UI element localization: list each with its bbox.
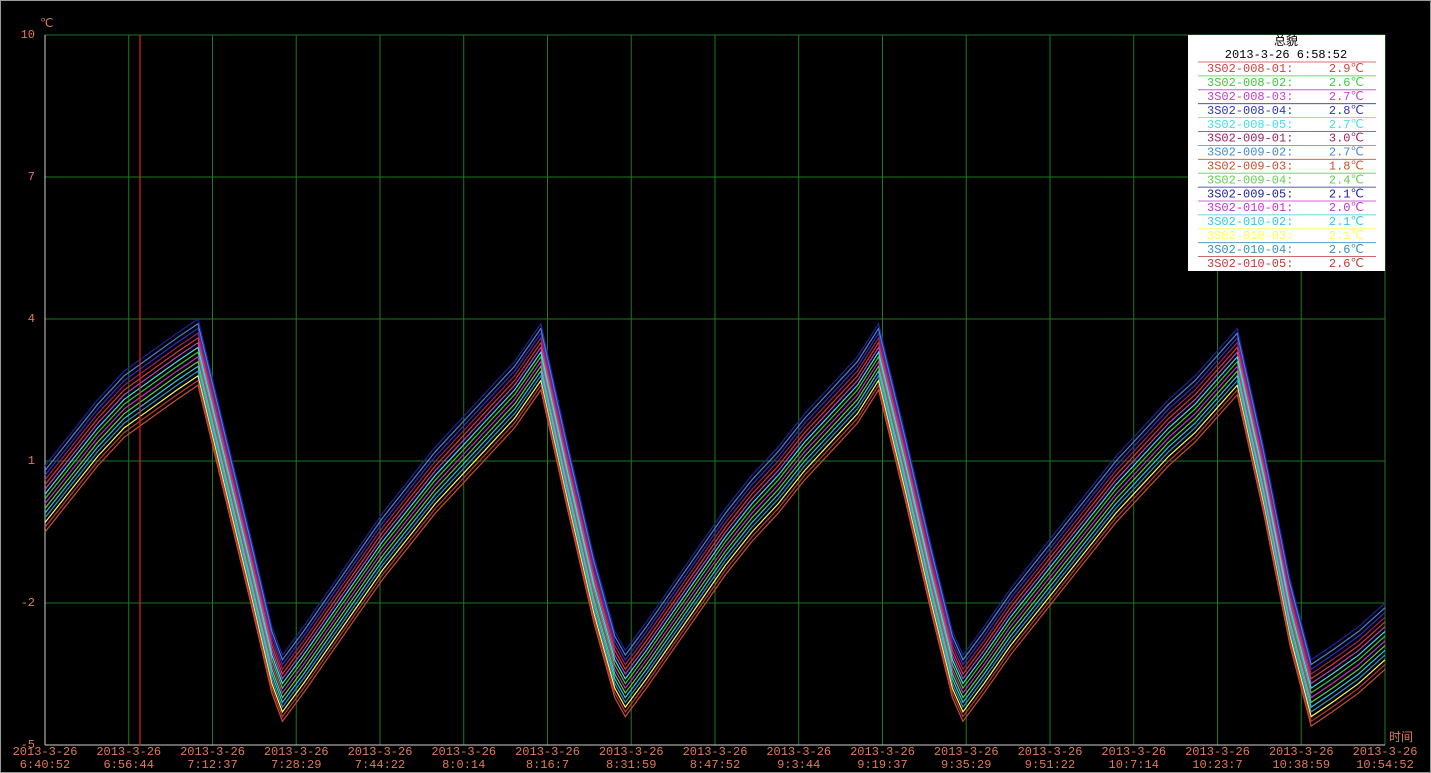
y-tick-label: 10 xyxy=(21,28,35,42)
series-line xyxy=(44,355,1386,699)
legend-value: 2.9℃ xyxy=(1329,62,1364,76)
series-line xyxy=(44,384,1386,728)
legend-value: 2.0℃ xyxy=(1329,201,1364,215)
legend-name: 3S02-010-05: xyxy=(1207,257,1293,271)
x-tick-date: 2013-3-26 xyxy=(766,745,831,759)
x-tick-date: 2013-3-26 xyxy=(850,745,915,759)
y-tick-label: 1 xyxy=(28,454,35,468)
x-tick-date: 2013-3-26 xyxy=(683,745,748,759)
series-line xyxy=(44,351,1386,694)
x-tick-date: 2013-3-26 xyxy=(13,745,78,759)
y-tick-label: -2 xyxy=(21,596,35,610)
x-tick-date: 2013-3-26 xyxy=(264,745,329,759)
x-tick-label: 8:0:14 xyxy=(442,758,485,772)
legend: 总貌 2013-3-26 6:58:52 3S02-008-01: 2.9℃ 3S0… xyxy=(1188,33,1385,271)
legend-name: 3S02-009-01: xyxy=(1207,132,1293,146)
legend-value: 2.6℃ xyxy=(1329,76,1364,90)
y-unit: ℃ xyxy=(40,17,53,31)
y-tick-label: 4 xyxy=(28,312,35,326)
legend-name: 3S02-009-05: xyxy=(1207,187,1293,201)
legend-value: 2.6℃ xyxy=(1329,257,1364,271)
x-tick-label: 8:31:59 xyxy=(606,758,656,772)
legend-name: 3S02-008-05: xyxy=(1207,118,1293,132)
legend-value: 2.8℃ xyxy=(1329,104,1364,118)
legend-value: 2.1℃ xyxy=(1329,187,1364,201)
x-tick-label: 10:38:59 xyxy=(1272,758,1330,772)
series-line xyxy=(44,365,1386,709)
legend-name: 3S02-008-04: xyxy=(1207,104,1293,118)
x-tick-date: 2013-3-26 xyxy=(1353,745,1418,759)
y-tick-label: -5 xyxy=(21,738,35,752)
x-tick-date: 2013-3-26 xyxy=(180,745,245,759)
legend-title: 总貌 xyxy=(1274,33,1298,49)
legend-name: 3S02-010-03: xyxy=(1207,229,1293,243)
series-line xyxy=(44,332,1386,675)
x-tick-date: 2013-3-26 xyxy=(515,745,580,759)
legend-value: 2.7℃ xyxy=(1329,118,1364,132)
series-line xyxy=(44,370,1386,713)
x-tick-label: 7:12:37 xyxy=(187,758,237,772)
x-tick-label: 9:3:44 xyxy=(777,758,820,772)
x-tick-label: 7:28:29 xyxy=(271,758,321,772)
legend-value: 1.8℃ xyxy=(1329,159,1364,173)
legend-name: 3S02-009-04: xyxy=(1207,173,1293,187)
x-tick-date: 2013-3-26 xyxy=(1018,745,1083,759)
series-line xyxy=(44,318,1386,661)
x-tick-date: 2013-3-26 xyxy=(1269,745,1334,759)
legend-value: 2.7℃ xyxy=(1329,146,1364,160)
x-tick-date: 2013-3-26 xyxy=(934,745,999,759)
legend-value: 2.1℃ xyxy=(1329,229,1364,243)
series-line xyxy=(44,360,1386,704)
legend-value: 3.0℃ xyxy=(1329,132,1364,146)
x-tick-date: 2013-3-26 xyxy=(96,745,161,759)
x-tick-label: 10:54:52 xyxy=(1356,758,1414,772)
legend-name: 3S02-008-01: xyxy=(1207,62,1293,76)
legend-value: 2.6℃ xyxy=(1329,243,1364,257)
x-tick-date: 2013-3-26 xyxy=(1185,745,1250,759)
legend-name: 3S02-010-01: xyxy=(1207,201,1293,215)
series-line xyxy=(44,322,1386,666)
x-tick-label: 8:16:7 xyxy=(526,758,569,772)
y-tick-label: 7 xyxy=(28,170,35,184)
legend-value: 2.4℃ xyxy=(1329,173,1364,187)
legend-name: 3S02-009-02: xyxy=(1207,146,1293,160)
series-line xyxy=(44,336,1386,680)
x-tick-label: 8:47:52 xyxy=(690,758,740,772)
series-line xyxy=(44,327,1386,671)
x-tick-label: 6:56:44 xyxy=(104,758,154,772)
x-tick-label: 7:44:22 xyxy=(355,758,405,772)
x-tick-label: 9:51:22 xyxy=(1025,758,1075,772)
x-tick-label: 10:23:7 xyxy=(1192,758,1242,772)
series-line xyxy=(44,374,1386,718)
lines xyxy=(44,35,1386,745)
x-tick-label: 10:7:14 xyxy=(1109,758,1159,772)
x-tick-date: 2013-3-26 xyxy=(348,745,413,759)
series-line xyxy=(44,341,1386,685)
legend-value: 2.7℃ xyxy=(1329,90,1364,104)
legend-name: 3S02-008-03: xyxy=(1207,90,1293,104)
legend-name: 3S02-009-03: xyxy=(1207,159,1293,173)
legend-box xyxy=(1188,35,1385,271)
x-axis-label: 时间 xyxy=(1389,730,1413,745)
x-tick-label: 6:40:52 xyxy=(20,758,70,772)
legend-time: 2013-3-26 6:58:52 xyxy=(1225,48,1347,62)
legend-name: 3S02-008-02: xyxy=(1207,76,1293,90)
series-line xyxy=(44,379,1386,723)
x-tick-date: 2013-3-26 xyxy=(599,745,664,759)
series-line xyxy=(44,346,1386,690)
x-tick-label: 9:19:37 xyxy=(857,758,907,772)
legend-value: 2.1℃ xyxy=(1329,215,1364,229)
x-tick-date: 2013-3-26 xyxy=(1101,745,1166,759)
x-tick-date: 2013-3-26 xyxy=(431,745,496,759)
legend-name: 3S02-010-02: xyxy=(1207,215,1293,229)
legend-name: 3S02-010-04: xyxy=(1207,243,1293,257)
x-tick-label: 9:35:29 xyxy=(941,758,991,772)
